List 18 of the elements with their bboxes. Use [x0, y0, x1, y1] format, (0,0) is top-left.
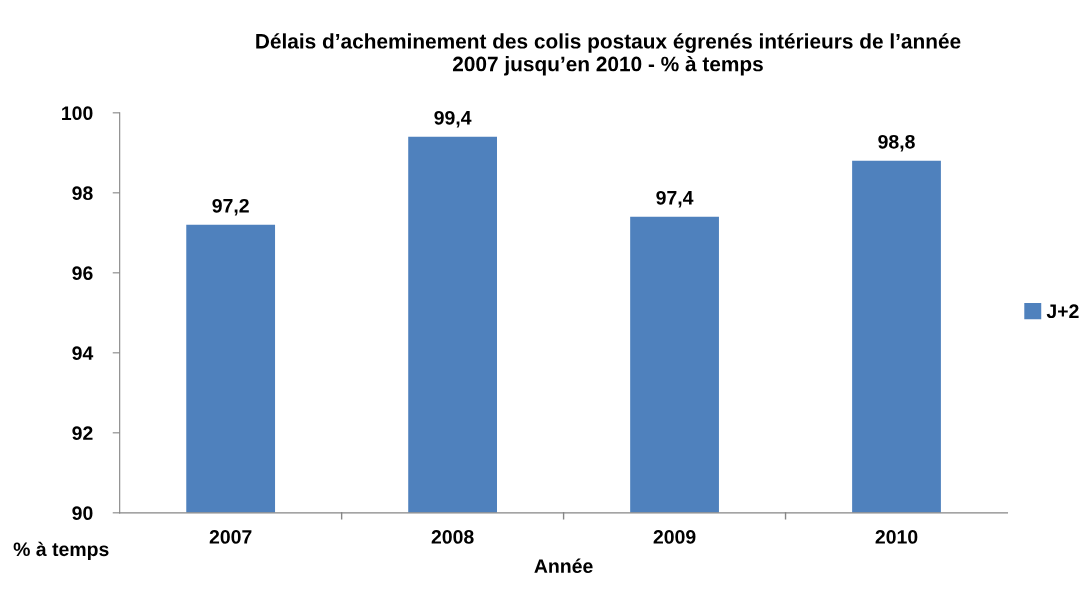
y-tick-label: 94	[72, 346, 94, 361]
x-axis-title: Année	[534, 558, 593, 574]
y-tick-label: 92	[72, 426, 93, 441]
text: 98,8	[878, 134, 915, 152]
x-tick-label: 2010	[875, 530, 918, 544]
legend-label: J+2	[1046, 304, 1079, 319]
text: 99,4	[434, 110, 472, 128]
y-axis-title: % à temps	[13, 541, 109, 560]
text: 97,2	[212, 198, 249, 216]
y-tick-label: 100	[62, 106, 93, 121]
x-tick-label: 2009	[653, 530, 696, 544]
y-tick-label: 96	[72, 266, 93, 281]
y-tick-label: 90	[72, 506, 93, 521]
chart-title: Délais d’acheminement des colis postaux égrenés intérieurs de l’année 2007 jusqu’en 2010 - % à temps	[256, 33, 961, 76]
text: 97,4	[656, 190, 694, 208]
y-tick-label: 98	[72, 186, 93, 201]
x-tick-label: 2008	[431, 530, 474, 544]
x-tick-label: 2007	[209, 530, 252, 544]
